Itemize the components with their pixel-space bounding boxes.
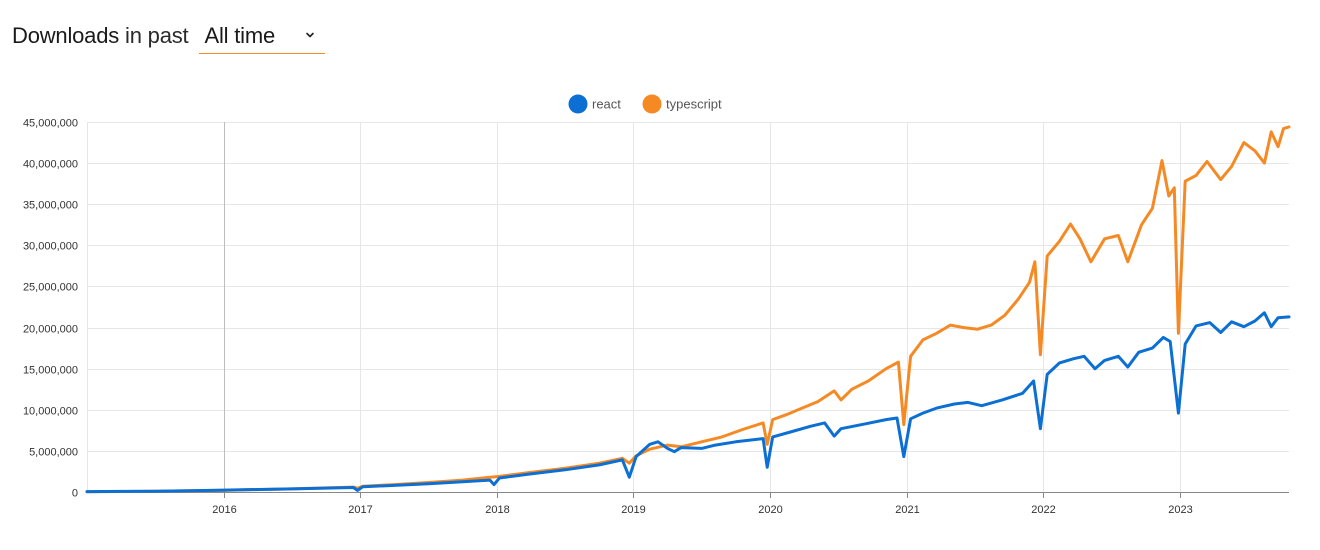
y-tick-label: 35,000,000 (23, 200, 78, 212)
x-tick-label: 2018 (485, 504, 509, 516)
y-tick-label: 40,000,000 (23, 159, 78, 171)
y-tick-label: 30,000,000 (23, 241, 78, 253)
series-line-react (85, 311, 1291, 494)
downloads-title: Downloads (12, 23, 120, 48)
time-range-value: All time (204, 22, 275, 48)
legend-marker-react (568, 94, 588, 114)
y-tick-label: 15,000,000 (23, 365, 78, 377)
y-tick-label: 0 (72, 488, 78, 500)
y-tick-label: 10,000,000 (23, 406, 78, 418)
downloads-header: Downloads in past All time (12, 18, 326, 54)
x-tick-label: 2019 (621, 504, 645, 516)
axis-layer: 0 5,000,000 10,000,000 15,000,000 20,000,000… (23, 118, 1289, 516)
x-tick-label: 2017 (348, 504, 372, 516)
legend: react typescript (568, 94, 722, 114)
legend-label-react: react (592, 97, 621, 112)
x-tick-label: 2016 (212, 504, 236, 516)
y-tick-label: 5,000,000 (29, 447, 78, 459)
legend-label-typescript: typescript (666, 97, 722, 112)
y-tick-label: 20,000,000 (23, 324, 78, 336)
series-layer (85, 125, 1291, 494)
legend-marker-typescript (642, 94, 662, 114)
series-line-typescript (85, 125, 1291, 494)
y-tick-label: 45,000,000 (23, 118, 78, 130)
x-tick-label: 2023 (1168, 504, 1192, 516)
y-tick-label: 25,000,000 (23, 282, 78, 294)
downloads-subtitle: in past (125, 23, 189, 48)
x-tick-label: 2021 (895, 504, 919, 516)
x-tick-label: 2022 (1031, 504, 1055, 516)
time-range-select[interactable]: All time (199, 19, 326, 54)
grid-layer (87, 122, 1289, 492)
chevron-down-icon (306, 32, 315, 37)
x-tick-label: 2020 (758, 504, 782, 516)
